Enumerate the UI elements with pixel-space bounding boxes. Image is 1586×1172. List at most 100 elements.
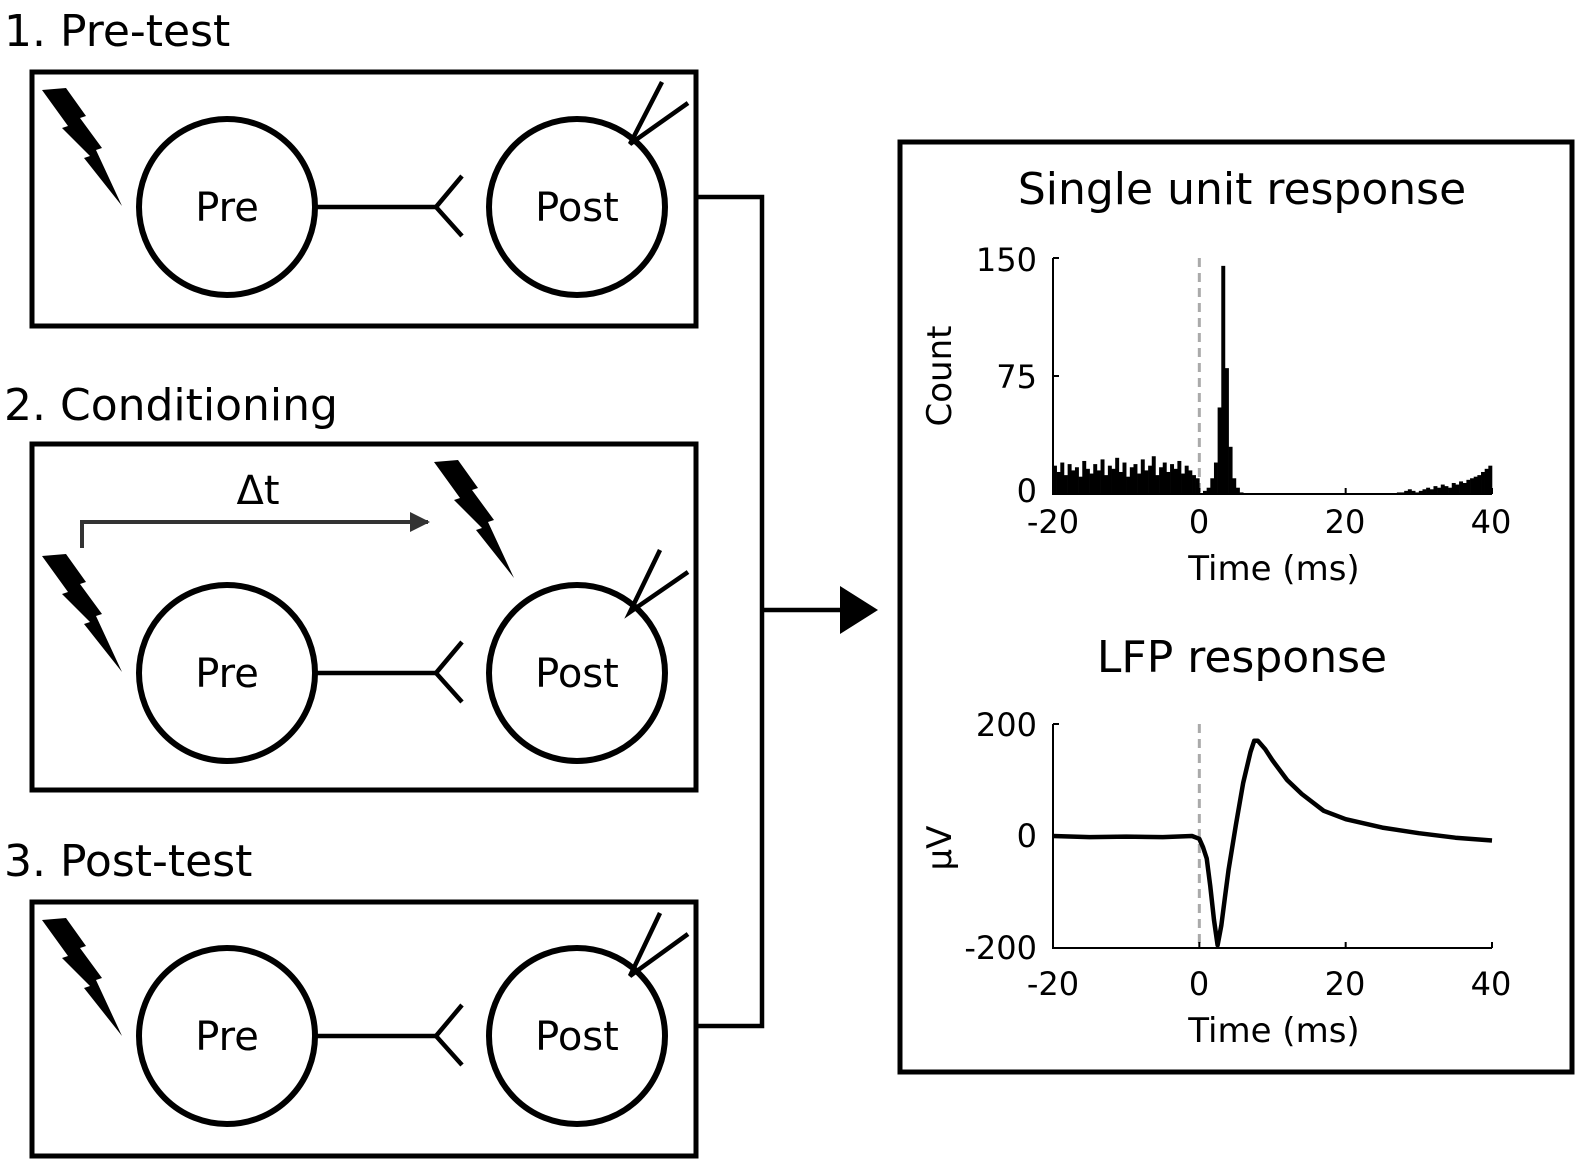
post-neuron-label: Post [535, 651, 619, 697]
histogram-bar [1115, 457, 1120, 494]
y-axis-label: μV [920, 826, 960, 871]
histogram-bars [1053, 265, 1493, 494]
histogram-bar [1422, 489, 1427, 494]
histogram-bar [1078, 476, 1083, 494]
x-tick-label: 20 [1325, 503, 1366, 541]
histogram-bar [1470, 478, 1475, 494]
synapse-icon [433, 174, 464, 238]
x-tick-label: 40 [1471, 503, 1512, 541]
chart-title: LFP response [1097, 632, 1387, 683]
histogram-bar [1104, 475, 1109, 494]
histogram-bar [1063, 475, 1068, 494]
pre-neuron-label: Pre [195, 1014, 259, 1060]
histogram-bar [1085, 468, 1090, 494]
histogram-bar [1089, 473, 1094, 494]
histogram-bar [1122, 462, 1127, 494]
histogram-bar [1210, 478, 1215, 494]
histogram-bar [1202, 490, 1207, 494]
stage-box-conditioning [29, 441, 699, 793]
histogram-bar [1232, 478, 1237, 494]
histogram-bar [1411, 490, 1416, 494]
histogram-bar [1451, 482, 1456, 494]
histogram-bar [1137, 473, 1142, 494]
histogram-bar [1162, 462, 1167, 494]
histogram-bar [1053, 465, 1057, 494]
delay-arrow [80, 512, 430, 548]
stage-box-post-test [29, 899, 699, 1159]
x-tick-label: 0 [1189, 965, 1209, 1003]
histogram-bar [1466, 479, 1471, 494]
post-neuron [486, 582, 668, 764]
histogram-bar [1067, 464, 1072, 494]
histogram-bar [1148, 465, 1153, 494]
histogram-bar [1074, 467, 1079, 494]
histogram-bar [1093, 464, 1098, 494]
histogram-bar [1426, 487, 1431, 494]
histogram-bar [1448, 487, 1453, 494]
histogram-bar [1151, 456, 1156, 494]
histogram-bar [1181, 473, 1185, 494]
histogram-bar [1206, 487, 1211, 494]
synapse-icon [433, 640, 464, 704]
histogram-bar [1177, 460, 1182, 494]
histogram-bar [1192, 475, 1196, 494]
histogram-bar [1455, 484, 1460, 494]
recording-electrode-icon [627, 912, 690, 978]
histogram-bar [1418, 490, 1423, 494]
single-unit-chart: Single unit response 150 75 0 -20 0 20 4… [920, 164, 1511, 589]
histogram-bar [1217, 407, 1222, 494]
histogram-bar [1071, 470, 1076, 494]
lightning-icon [42, 918, 122, 1036]
results-box [897, 139, 1575, 1075]
y-tick-label: 150 [976, 241, 1037, 279]
x-axis-label: Time (ms) [1187, 549, 1359, 589]
arrow-right-icon [840, 586, 878, 634]
histogram-bar [1107, 465, 1112, 494]
histogram-bar [1126, 476, 1131, 494]
histogram-bar [1440, 484, 1445, 494]
stage-label-pre-test: 1. Pre-test [4, 6, 230, 57]
histogram-bar [1060, 462, 1065, 494]
histogram-bar [1188, 470, 1193, 494]
lfp-chart: LFP response 200 0 -200 -20 0 20 40 Time… [920, 632, 1511, 1051]
histogram-bar [1481, 471, 1485, 494]
x-axis-label: Time (ms) [1187, 1011, 1359, 1051]
x-tick-label: 20 [1325, 965, 1366, 1003]
histogram-bar [1221, 265, 1226, 494]
synapse-icon [433, 1003, 464, 1067]
histogram-bar [1118, 471, 1123, 494]
post-neuron-label: Post [535, 1014, 619, 1060]
y-axis-label: Count [920, 326, 960, 427]
y-tick-label: 0 [1017, 817, 1037, 855]
histogram-bar [1144, 470, 1149, 494]
histogram-bar [1111, 468, 1116, 494]
pre-neuron-label: Pre [195, 185, 259, 231]
histogram-bar [1184, 465, 1189, 494]
histogram-bar [1433, 486, 1438, 494]
y-tick-label: 0 [1017, 472, 1037, 510]
post-neuron [486, 945, 668, 1127]
chart-title: Single unit response [1018, 164, 1466, 215]
histogram-bar [1133, 464, 1138, 494]
post-neuron-label: Post [535, 185, 619, 231]
recording-electrode-icon [624, 549, 690, 619]
pre-stimulation-lightning-icon [42, 554, 122, 672]
histogram-bar [1404, 490, 1409, 494]
lfp-series-line [1052, 738, 1493, 948]
post-neuron [486, 116, 668, 298]
x-tick-label: 0 [1189, 503, 1209, 541]
histogram-bar [1129, 467, 1134, 494]
histogram-bar [1437, 487, 1442, 494]
histogram-bar [1407, 489, 1412, 494]
stage-label-post-test: 3. Post-test [4, 836, 252, 887]
histogram-bar [1235, 487, 1240, 494]
histogram-bar [1100, 459, 1105, 494]
histogram-bar [1155, 475, 1160, 494]
axis-ticks [1052, 257, 1493, 495]
histogram-bar [1462, 482, 1467, 494]
histogram-bar [1224, 368, 1229, 494]
pre-neuron-label: Pre [195, 651, 259, 697]
y-tick-label: 200 [976, 706, 1037, 744]
stage-label-conditioning: 2. Conditioning [4, 380, 338, 431]
